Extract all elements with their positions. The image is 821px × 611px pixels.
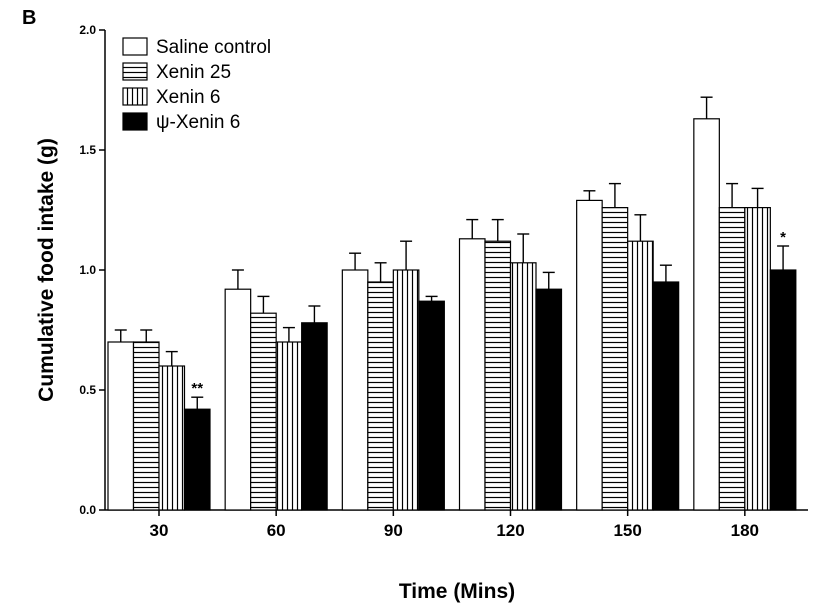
bar: [250, 312, 277, 511]
panel-label: B: [22, 7, 36, 29]
x-axis-label: Time (Mins): [399, 580, 515, 603]
legend-swatch: [122, 112, 148, 131]
significance-annotations: ***: [191, 229, 786, 397]
x-tick-label: 60: [267, 521, 286, 540]
bar: [367, 281, 394, 511]
y-axis: 0.0 0.5 1.0 1.5 2.0: [79, 23, 106, 517]
bar: [484, 240, 512, 511]
bar: [652, 281, 680, 511]
legend-label: ψ-Xenin 6: [156, 112, 240, 133]
bar: [301, 322, 328, 511]
y-tick-label: 1.0: [79, 263, 96, 277]
legend-label: Xenin 25: [156, 62, 231, 83]
legend-swatch: [122, 37, 148, 56]
x-tick-label: 30: [150, 521, 169, 540]
significance-marker: *: [780, 229, 786, 246]
bar: [132, 341, 160, 511]
bar: [693, 118, 720, 511]
significance-marker: **: [191, 380, 203, 397]
legend-label: Saline control: [156, 37, 271, 58]
legend: Saline control Xenin 25 Xenin 6 ψ-Xenin 6: [122, 37, 271, 133]
x-tick-label: 150: [613, 521, 641, 540]
y-tick-label: 0.5: [79, 383, 96, 397]
bar: [158, 365, 186, 511]
y-tick-label: 2.0: [79, 23, 96, 37]
bars-group: [107, 118, 797, 511]
legend-swatch: [122, 87, 148, 106]
y-tick-label: 1.5: [79, 143, 96, 157]
bar: [576, 199, 603, 511]
bar: [718, 207, 746, 511]
bar: [601, 207, 629, 511]
bar: [392, 269, 420, 511]
bar: [107, 341, 135, 511]
y-axis-label: Cumulative food intake (g): [35, 138, 58, 402]
legend-label: Xenin 6: [156, 87, 220, 108]
bar: [224, 288, 252, 511]
bar: [627, 240, 654, 511]
x-tick-label: 90: [384, 521, 403, 540]
bar: [458, 238, 486, 511]
bar: [535, 288, 563, 511]
bar: [275, 341, 303, 511]
bar: [341, 269, 369, 511]
legend-swatch: [122, 62, 148, 81]
x-axis: 30 60 90 120 150 180: [105, 509, 808, 540]
bar: [509, 262, 537, 511]
y-tick-label: 0.0: [79, 503, 96, 517]
bar: [183, 408, 211, 511]
x-tick-label: 180: [731, 521, 759, 540]
error-bars-group: [114, 96, 790, 410]
bar: [418, 300, 445, 511]
bar: [744, 207, 771, 511]
x-tick-label: 120: [496, 521, 524, 540]
bar: [769, 269, 797, 511]
